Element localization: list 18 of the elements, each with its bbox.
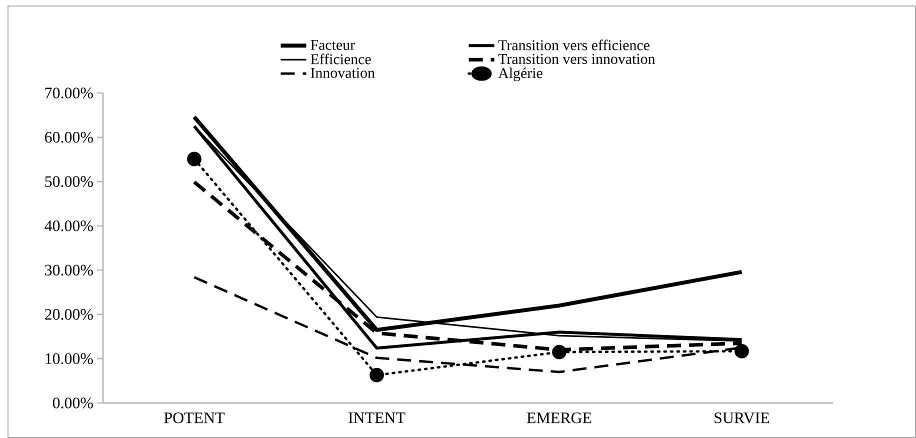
y-tick-label: 10.00% (46, 353, 93, 364)
legend-label: Efficience (310, 54, 371, 64)
y-tick-label: 50.00% (45, 176, 93, 187)
legend-label: Transition vers efficience (498, 40, 650, 50)
y-tick-label: 20.00% (45, 309, 93, 320)
x-tick-label: POTENT (164, 412, 225, 424)
legend-label: Transition vers innovation (498, 54, 656, 64)
y-tick-label: 60.00% (45, 132, 93, 143)
legend-label: Algérie (498, 68, 542, 82)
y-tick-label: 30.00% (45, 264, 93, 276)
x-tick-label: INTENT (348, 412, 406, 423)
x-tick-label: SURVIE (714, 412, 770, 424)
legend-label: Facteur (310, 40, 355, 50)
x-tick-label: EMERGE (526, 412, 592, 424)
y-tick-label: 0.00% (52, 398, 93, 408)
y-tick-label: 40.00% (44, 220, 93, 232)
legend-label: Innovation (310, 68, 375, 78)
y-tick-label: 70.00% (45, 88, 93, 98)
